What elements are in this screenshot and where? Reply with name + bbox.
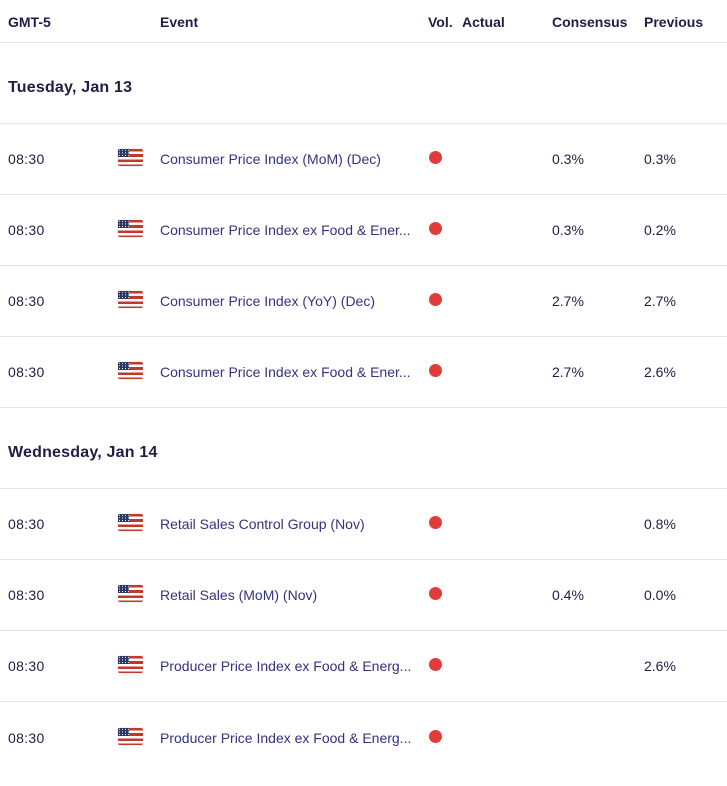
high-volatility-dot-icon [429, 729, 442, 743]
event-time: 08:30 [8, 222, 45, 238]
previous-value: 0.3% [644, 151, 676, 167]
previous-value: 2.6% [644, 364, 676, 380]
actual-value [462, 524, 552, 525]
consensus-value [552, 666, 644, 667]
us-flag-icon [118, 585, 143, 602]
column-header-flag-spacer [118, 20, 160, 22]
event-time: 08:30 [8, 587, 45, 603]
actual-value [462, 301, 552, 302]
section-title-wednesday: Wednesday, Jan 14 [0, 408, 727, 489]
event-row[interactable]: 08:30 Consumer Price Index ex Food & Ene… [0, 195, 727, 266]
event-name[interactable]: Consumer Price Index (YoY) (Dec) [160, 293, 376, 309]
actual-value [462, 230, 552, 231]
event-name[interactable]: Producer Price Index ex Food & Energ... [160, 658, 412, 674]
consensus-value: 0.4% [552, 587, 584, 603]
high-volatility-dot-icon [429, 516, 442, 529]
event-name[interactable]: Retail Sales (MoM) (Nov) [160, 587, 318, 603]
calendar-header-row: GMT-5 Event Vol. Actual Consensus Previo… [0, 0, 727, 43]
section-title-tuesday: Tuesday, Jan 13 [0, 43, 727, 124]
column-header-event: Event [160, 14, 199, 30]
event-row[interactable]: 08:30 Producer Price Index ex Food & Ene… [0, 631, 727, 702]
event-name[interactable]: Consumer Price Index (MoM) (Dec) [160, 151, 381, 167]
event-time: 08:30 [8, 151, 45, 167]
consensus-value: 2.7% [552, 293, 584, 309]
us-flag-icon [118, 514, 143, 531]
event-time: 08:30 [8, 729, 45, 746]
previous-value: 0.2% [644, 222, 676, 238]
high-volatility-dot-icon [429, 222, 442, 235]
event-row[interactable]: 08:30 Retail Sales Control Group (Nov) 0… [0, 489, 727, 560]
actual-value [462, 666, 552, 667]
column-header-actual: Actual [462, 14, 505, 30]
event-name[interactable]: Consumer Price Index ex Food & Ener... [160, 222, 411, 238]
us-flag-icon [118, 362, 143, 379]
actual-value [462, 372, 552, 373]
high-volatility-dot-icon [429, 151, 442, 164]
consensus-value: 0.3% [552, 151, 584, 167]
event-time: 08:30 [8, 364, 45, 380]
event-name[interactable]: Retail Sales Control Group (Nov) [160, 516, 365, 532]
column-header-previous: Previous [644, 14, 704, 30]
high-volatility-dot-icon [429, 364, 442, 377]
event-row[interactable]: 08:30 Consumer Price Index ex Food & Ene… [0, 337, 727, 408]
consensus-value [552, 524, 644, 525]
us-flag-icon [118, 656, 143, 673]
previous-value: 0.0% [644, 587, 676, 603]
previous-value: 0.8% [644, 516, 676, 532]
consensus-value [552, 737, 644, 738]
event-row[interactable]: 08:30 Consumer Price Index (MoM) (Dec) 0… [0, 124, 727, 195]
us-flag-icon [118, 220, 143, 237]
event-row[interactable]: 08:30 Consumer Price Index (YoY) (Dec) 2… [0, 266, 727, 337]
consensus-value: 0.3% [552, 222, 584, 238]
event-time: 08:30 [8, 516, 45, 532]
event-time: 08:30 [8, 658, 45, 674]
high-volatility-dot-icon [429, 587, 442, 600]
us-flag-icon [118, 149, 143, 166]
event-row[interactable]: 08:30 Producer Price Index ex Food & Ene… [0, 702, 727, 773]
high-volatility-dot-icon [429, 293, 442, 306]
consensus-value: 2.7% [552, 364, 584, 380]
event-time: 08:30 [8, 293, 45, 309]
us-flag-icon [118, 291, 143, 308]
actual-value [462, 159, 552, 160]
event-row[interactable]: 08:30 Retail Sales (MoM) (Nov) 0.4% 0.0% [0, 560, 727, 631]
column-header-consensus: Consensus [552, 14, 628, 30]
previous-value: 2.7% [644, 293, 676, 309]
us-flag-icon [118, 727, 143, 745]
previous-value: 2.6% [644, 658, 676, 674]
column-header-time: GMT-5 [8, 14, 51, 30]
actual-value [462, 737, 552, 738]
event-name[interactable]: Consumer Price Index ex Food & Ener... [160, 364, 411, 380]
previous-value [644, 737, 719, 738]
event-name[interactable]: Producer Price Index ex Food & Energ... [160, 729, 412, 746]
column-header-vol: Vol. [428, 14, 453, 30]
high-volatility-dot-icon [429, 658, 442, 671]
actual-value [462, 595, 552, 596]
